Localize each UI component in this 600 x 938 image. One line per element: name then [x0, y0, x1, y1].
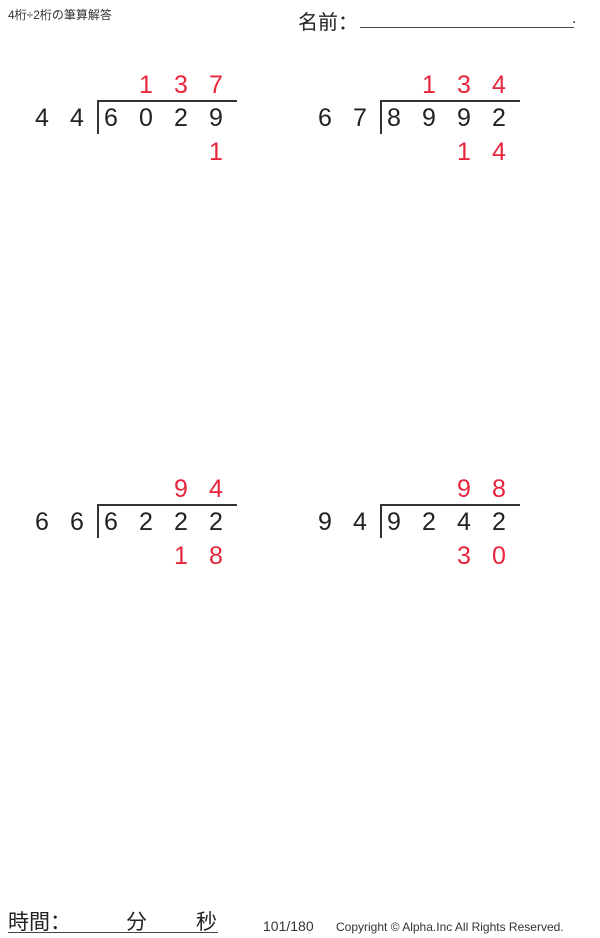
- dividend-digit: 0: [139, 104, 153, 132]
- name-end-mark: .: [572, 10, 577, 27]
- division-bracket-top: [97, 100, 237, 102]
- divisor-digit: 4: [35, 104, 49, 132]
- dividend-digit: 2: [139, 508, 153, 536]
- name-label: 名前：: [298, 12, 358, 34]
- remainder-digit: 1: [174, 542, 188, 570]
- dividend-digit: 6: [104, 508, 118, 536]
- dividend-digit: 2: [174, 508, 188, 536]
- divisor-digit: 4: [70, 104, 84, 132]
- remainder-digit: 0: [492, 542, 506, 570]
- division-bracket-vertical: [380, 504, 382, 538]
- dividend-digit: 4: [457, 508, 471, 536]
- quotient-digit: 1: [422, 71, 436, 99]
- quotient-digit: 9: [174, 475, 188, 503]
- quotient-digit: 4: [492, 71, 506, 99]
- minutes-label: 分: [126, 911, 147, 934]
- divisor-digit: 4: [353, 508, 367, 536]
- copyright: Copyright © Alpha.Inc All Rights Reserve…: [336, 920, 564, 934]
- page-number: 101/180: [263, 918, 314, 934]
- quotient-digit: 3: [174, 71, 188, 99]
- remainder-digit: 4: [492, 138, 506, 166]
- name-field-line[interactable]: [360, 27, 574, 28]
- remainder-digit: 8: [209, 542, 223, 570]
- dividend-digit: 9: [457, 104, 471, 132]
- divisor-digit: 6: [35, 508, 49, 536]
- quotient-digit: 4: [209, 475, 223, 503]
- remainder-digit: 1: [457, 138, 471, 166]
- quotient-digit: 3: [457, 71, 471, 99]
- divisor-digit: 9: [318, 508, 332, 536]
- division-bracket-top: [380, 504, 520, 506]
- divisor-digit: 7: [353, 104, 367, 132]
- dividend-digit: 9: [387, 508, 401, 536]
- divisor-digit: 6: [70, 508, 84, 536]
- remainder-digit: 1: [209, 138, 223, 166]
- dividend-digit: 2: [492, 104, 506, 132]
- divisor-digit: 6: [318, 104, 332, 132]
- dividend-digit: 2: [422, 508, 436, 536]
- time-label: 時間：: [8, 911, 71, 934]
- dividend-digit: 2: [174, 104, 188, 132]
- division-bracket-top: [97, 504, 237, 506]
- worksheet-title: 4桁÷2桁の筆算解答: [8, 8, 112, 22]
- division-bracket-vertical: [97, 100, 99, 134]
- dividend-digit: 9: [209, 104, 223, 132]
- division-bracket-vertical: [380, 100, 382, 134]
- time-field: 時間： 分 秒: [8, 906, 218, 934]
- dividend-digit: 2: [492, 508, 506, 536]
- remainder-digit: 3: [457, 542, 471, 570]
- dividend-digit: 2: [209, 508, 223, 536]
- quotient-digit: 1: [139, 71, 153, 99]
- seconds-label: 秒: [196, 911, 217, 934]
- dividend-digit: 8: [387, 104, 401, 132]
- dividend-digit: 6: [104, 104, 118, 132]
- quotient-digit: 9: [457, 475, 471, 503]
- division-bracket-vertical: [97, 504, 99, 538]
- quotient-digit: 8: [492, 475, 506, 503]
- quotient-digit: 7: [209, 71, 223, 99]
- division-bracket-top: [380, 100, 520, 102]
- dividend-digit: 9: [422, 104, 436, 132]
